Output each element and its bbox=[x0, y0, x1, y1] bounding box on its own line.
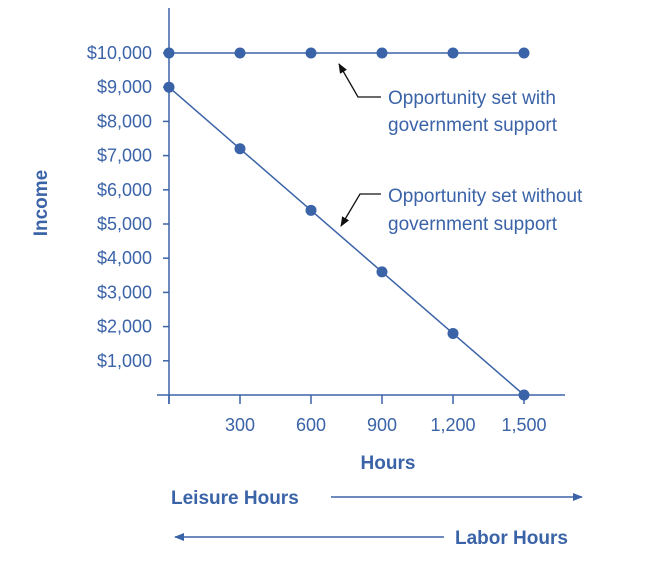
data-point-without_support bbox=[305, 204, 317, 216]
data-point-with_support bbox=[234, 47, 246, 59]
data-point-with_support bbox=[305, 47, 317, 59]
data-point-without_support bbox=[518, 389, 530, 401]
y-tick-label: $9,000 bbox=[97, 77, 152, 97]
y-axis-title: Income bbox=[31, 170, 52, 237]
y-tick-label: $4,000 bbox=[97, 248, 152, 268]
leisure-hours-label: Leisure Hours bbox=[171, 488, 299, 509]
y-tick-label: $1,000 bbox=[97, 351, 152, 371]
x-tick-label: 600 bbox=[296, 415, 326, 435]
annotation-with-support: Opportunity set with government support bbox=[338, 63, 558, 136]
series-line-without_support bbox=[168, 86, 525, 396]
y-tick-label: $8,000 bbox=[97, 111, 152, 131]
data-point-without_support bbox=[447, 327, 459, 339]
annotation-without-support: Opportunity set without government suppo… bbox=[340, 186, 583, 235]
leisure-hours-direction: Leisure Hours bbox=[171, 488, 583, 509]
y-tick-label: $2,000 bbox=[97, 317, 152, 337]
data-point-without_support bbox=[234, 143, 246, 155]
annotation-with-support-line-2: government support bbox=[388, 115, 558, 136]
data-point-with_support bbox=[447, 47, 459, 59]
x-axis-title: Hours bbox=[361, 453, 416, 474]
data-point-without_support bbox=[376, 266, 388, 278]
annotation-without-support-line-1: Opportunity set without bbox=[388, 186, 583, 207]
data-point-with_support bbox=[376, 47, 388, 59]
y-tick-label: $5,000 bbox=[97, 214, 152, 234]
data-point-with_support bbox=[163, 47, 175, 59]
annotation-without-support-line-2: government support bbox=[388, 214, 558, 235]
labor-hours-label: Labor Hours bbox=[455, 528, 568, 549]
x-tick-label: 900 bbox=[367, 415, 397, 435]
x-tick-label: 1,500 bbox=[501, 415, 546, 435]
labor-hours-direction: Labor Hours bbox=[174, 528, 568, 549]
y-tick-label: $6,000 bbox=[97, 180, 152, 200]
y-tick-label: $3,000 bbox=[97, 282, 152, 302]
annotation-without-support-arrow bbox=[340, 193, 381, 227]
annotation-with-support-arrow bbox=[338, 63, 381, 98]
annotation-with-support-line-1: Opportunity set with bbox=[388, 88, 556, 109]
y-tick-label: $7,000 bbox=[97, 146, 152, 166]
x-tick-label: 1,200 bbox=[430, 415, 475, 435]
data-point-with_support bbox=[518, 47, 530, 59]
x-tick-label: 300 bbox=[225, 415, 255, 435]
y-tick-label: $10,000 bbox=[87, 43, 152, 63]
data-point-without_support bbox=[163, 81, 175, 93]
